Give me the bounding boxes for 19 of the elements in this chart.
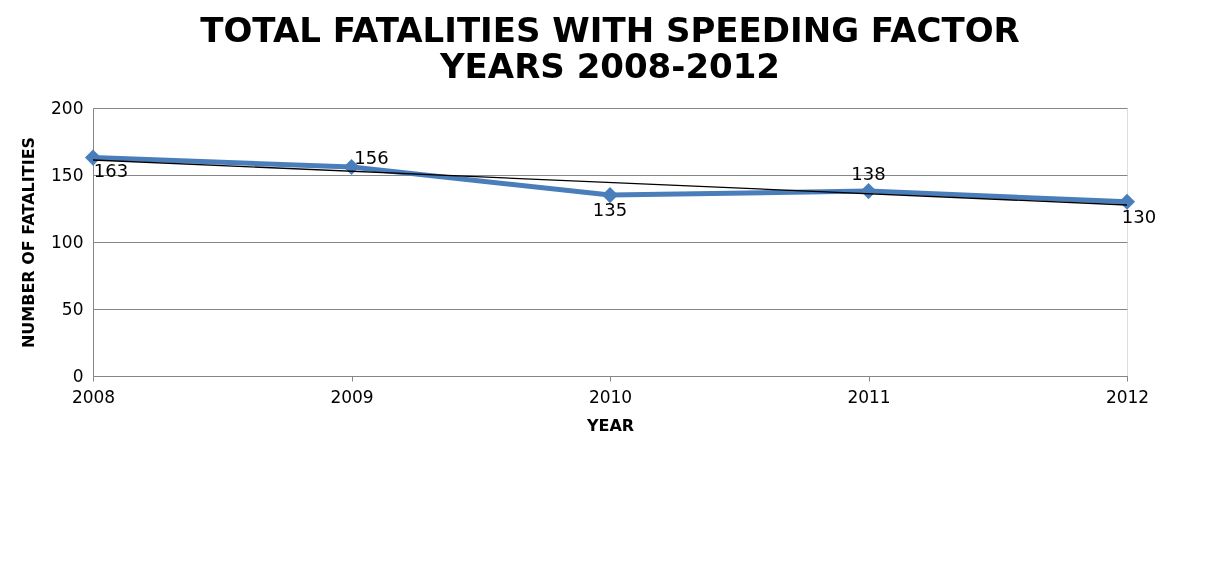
- x-tick-label: 2008: [71, 386, 116, 407]
- x-tick-label: 2012: [1105, 386, 1150, 407]
- y-tick-label: 200: [51, 97, 84, 118]
- data-label: 138: [851, 163, 886, 185]
- y-tick-label: 100: [51, 231, 84, 252]
- y-tick-label: 0: [72, 365, 84, 386]
- x-tick-label: 2011: [847, 386, 891, 407]
- x-tick-label: 2010: [588, 386, 633, 407]
- data-label: 130: [1121, 205, 1157, 227]
- data-label: 163: [93, 159, 129, 181]
- x-tick-label: 2009: [330, 386, 374, 407]
- chart-title: TOTAL FATALITIES WITH SPEEDING FACTOR YEARS 2008-2012: [200, 10, 1020, 86]
- y-tick-label: 50: [61, 298, 84, 319]
- x-axis-title: YEAR: [585, 415, 635, 435]
- data-label: 156: [354, 146, 389, 168]
- y-tick-label: 150: [51, 164, 84, 185]
- data-label: 135: [592, 199, 628, 221]
- point: [84, 149, 102, 166]
- y-axis-title: NUMBER OF FATALITIES: [19, 136, 39, 349]
